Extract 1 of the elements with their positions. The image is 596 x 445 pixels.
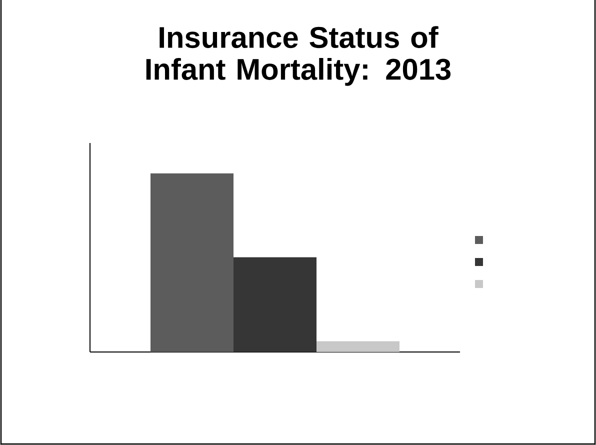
chart-title: Insurance Status of Infant Mortality: 2013 xyxy=(146,26,451,86)
